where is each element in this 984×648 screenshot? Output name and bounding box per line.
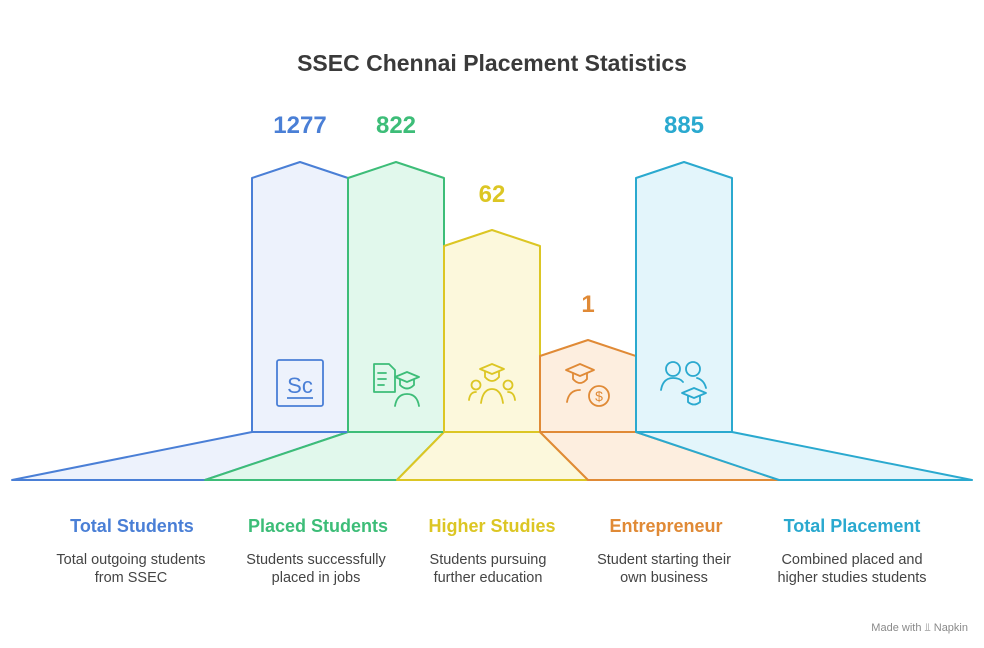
desc-line: placed in jobs [271,570,361,586]
desc-total-students: Total outgoing students from SSEC [36,551,226,587]
made-with-text: Made with [871,622,922,634]
people-graduate-icon [660,361,707,406]
napkin-logo-icon: ⫫ [924,622,931,634]
value-total-placement: 885 [663,112,705,139]
label-placed-students: Placed Students [247,516,389,536]
svg-text:$: $ [595,388,603,404]
column-entrepreneur [539,339,637,433]
sc-document-icon: Sc [276,359,324,407]
label-higher-studies: Higher Studies [428,516,556,536]
value-total-students: 1277 [273,112,327,139]
column-total-students [251,161,349,433]
graduate-dollar-icon: $ [565,363,610,407]
column-total-placement [635,161,733,433]
desc-placed-students: Students successfully placed in jobs [221,551,411,587]
desc-line: from SSEC [94,570,168,586]
diagram-title: SSEC Chennai Placement Statistics [297,50,687,76]
desc-total-placement: Combined placed and higher studies stude… [757,551,947,587]
label-entrepreneur: Entrepreneur [609,516,723,536]
desc-line: Total outgoing students [56,552,206,568]
desc-higher-studies: Students pursuing further education [393,551,583,587]
label-total-students: Total Students [70,516,194,536]
desc-entrepreneur: Student starting their own business [569,551,759,587]
graduate-resume-icon [373,363,420,407]
desc-line: Students pursuing [429,552,547,568]
value-placed-students: 822 [375,112,417,139]
label-total-placement: Total Placement [783,516,921,536]
desc-line: further education [433,570,543,586]
svg-text:Sc: Sc [287,373,313,398]
desc-line: Students successfully [246,552,386,568]
value-entrepreneur: 1 [581,291,595,318]
desc-line: Student starting their [597,552,731,568]
desc-line: higher studies students [777,570,927,586]
made-with-napkin[interactable]: Made with ⫫ Napkin [871,622,968,635]
desc-line: Combined placed and [781,552,923,568]
value-higher-studies: 62 [478,181,506,208]
graduate-group-icon [468,363,516,404]
column-placed-students [347,161,445,433]
napkin-brand: Napkin [933,622,968,634]
column-higher-studies [443,229,541,433]
desc-line: own business [620,570,708,586]
